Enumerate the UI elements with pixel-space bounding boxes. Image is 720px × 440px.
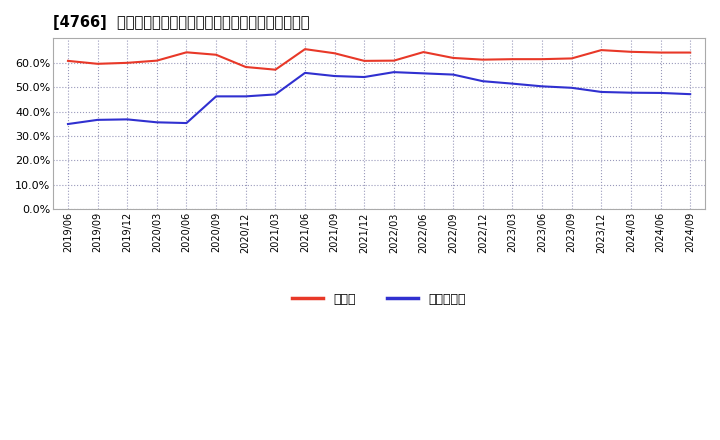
Legend: 現須金, 有利子負債: 現須金, 有利子負債 (287, 288, 471, 311)
Text: [4766]  現須金、有利子負債の総資産に対する比率の推移: [4766] 現須金、有利子負債の総資産に対する比率の推移 (53, 15, 310, 30)
